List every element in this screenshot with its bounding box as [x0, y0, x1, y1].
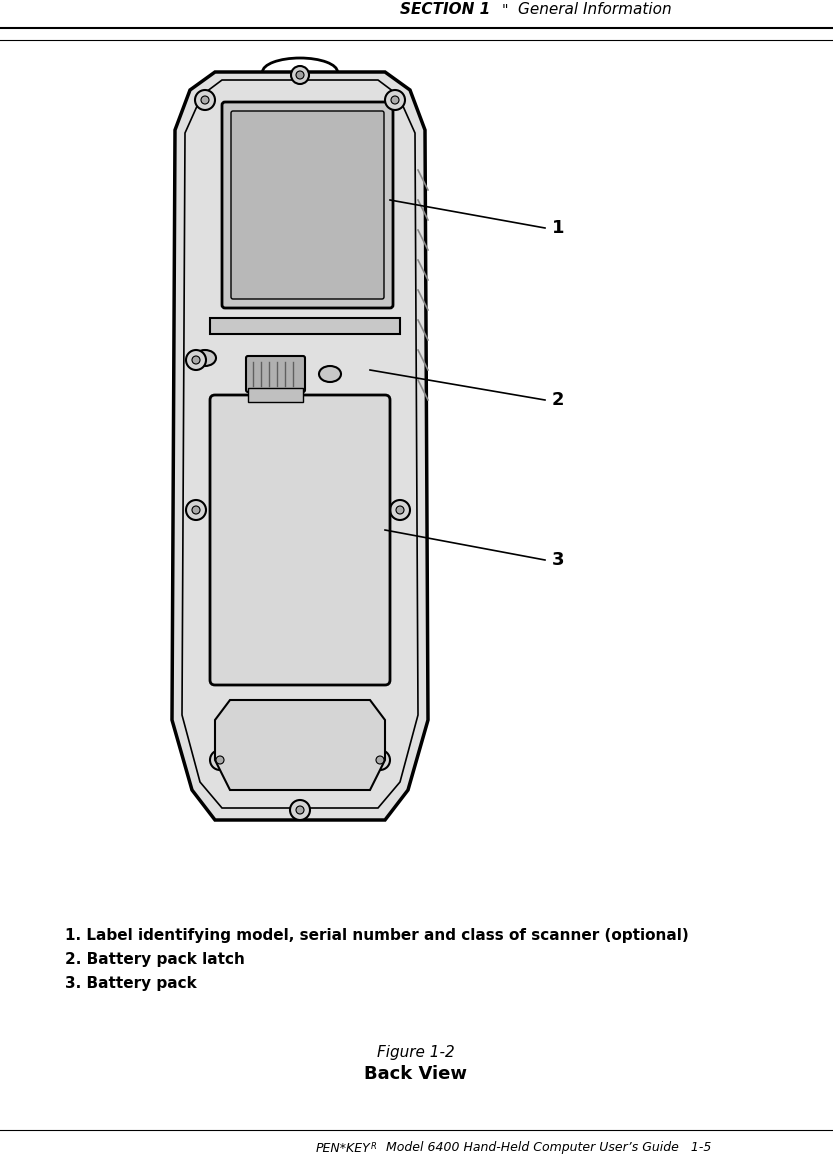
Circle shape	[216, 756, 224, 763]
Circle shape	[370, 749, 390, 770]
Text: Model 6400 Hand-Held Computer User’s Guide   1-5: Model 6400 Hand-Held Computer User’s Gui…	[382, 1141, 711, 1155]
Circle shape	[385, 89, 405, 110]
FancyBboxPatch shape	[231, 112, 384, 299]
Ellipse shape	[319, 366, 341, 382]
Circle shape	[290, 799, 310, 820]
Circle shape	[201, 96, 209, 105]
Bar	[248, 388, 303, 402]
Text: General Information: General Information	[518, 2, 671, 17]
Text: ": "	[501, 3, 508, 17]
FancyBboxPatch shape	[210, 395, 390, 686]
Circle shape	[390, 500, 410, 521]
Circle shape	[192, 505, 200, 514]
Ellipse shape	[194, 350, 216, 366]
Circle shape	[195, 89, 215, 110]
FancyBboxPatch shape	[222, 102, 393, 308]
Circle shape	[210, 749, 230, 770]
Text: 2: 2	[552, 390, 565, 409]
Circle shape	[291, 66, 309, 84]
Circle shape	[376, 756, 384, 763]
Text: 2. Battery pack latch: 2. Battery pack latch	[65, 952, 245, 967]
Text: Back View: Back View	[365, 1066, 467, 1083]
Text: 1. Label identifying model, serial number and class of scanner (optional): 1. Label identifying model, serial numbe…	[65, 928, 689, 944]
Circle shape	[296, 71, 304, 79]
Text: SECTION 1: SECTION 1	[400, 2, 490, 17]
Circle shape	[186, 350, 206, 370]
Polygon shape	[215, 700, 385, 790]
Text: 3: 3	[552, 551, 565, 569]
Circle shape	[396, 505, 404, 514]
Text: PEN*KEY: PEN*KEY	[315, 1141, 370, 1155]
Circle shape	[192, 356, 200, 364]
Text: 1: 1	[552, 218, 565, 237]
FancyBboxPatch shape	[246, 356, 305, 392]
Circle shape	[296, 806, 304, 815]
Bar	[210, 318, 400, 333]
Text: R: R	[371, 1142, 377, 1152]
Text: 3. Battery pack: 3. Battery pack	[65, 976, 197, 991]
Circle shape	[186, 500, 206, 521]
Text: Figure 1-2: Figure 1-2	[377, 1045, 455, 1060]
Circle shape	[391, 96, 399, 105]
Polygon shape	[172, 72, 428, 820]
